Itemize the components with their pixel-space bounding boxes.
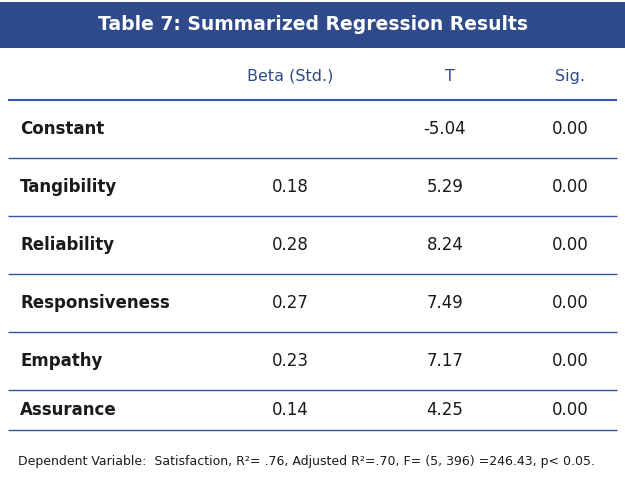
Text: 0.14: 0.14 (271, 401, 309, 419)
Text: Dependent Variable:  Satisfaction, R²= .76, Adjusted R²=.70, F= (5, 396) =246.43: Dependent Variable: Satisfaction, R²= .7… (18, 455, 595, 468)
Text: Assurance: Assurance (20, 401, 117, 419)
Text: 0.00: 0.00 (552, 352, 588, 370)
Text: Beta (Std.): Beta (Std.) (247, 68, 333, 83)
Text: Empathy: Empathy (20, 352, 102, 370)
Text: Reliability: Reliability (20, 236, 114, 254)
Text: 0.00: 0.00 (552, 401, 588, 419)
Text: 0.00: 0.00 (552, 236, 588, 254)
Text: Table 7: Summarized Regression Results: Table 7: Summarized Regression Results (98, 16, 528, 35)
Text: 7.17: 7.17 (426, 352, 464, 370)
Text: 5.29: 5.29 (426, 178, 464, 196)
Text: 7.49: 7.49 (427, 294, 463, 312)
Text: Tangibility: Tangibility (20, 178, 118, 196)
Text: 0.18: 0.18 (271, 178, 309, 196)
Text: Responsiveness: Responsiveness (20, 294, 170, 312)
Text: T: T (445, 68, 455, 83)
Text: -5.04: -5.04 (424, 120, 466, 138)
Text: Sig.: Sig. (555, 68, 585, 83)
Text: 4.25: 4.25 (426, 401, 464, 419)
Text: 0.23: 0.23 (271, 352, 309, 370)
Text: Constant: Constant (20, 120, 104, 138)
Bar (0, 2, 625, 48)
Text: 0.27: 0.27 (271, 294, 309, 312)
Text: 0.28: 0.28 (271, 236, 309, 254)
Text: 0.00: 0.00 (552, 178, 588, 196)
Text: 0.00: 0.00 (552, 294, 588, 312)
Text: 8.24: 8.24 (426, 236, 464, 254)
Text: 0.00: 0.00 (552, 120, 588, 138)
